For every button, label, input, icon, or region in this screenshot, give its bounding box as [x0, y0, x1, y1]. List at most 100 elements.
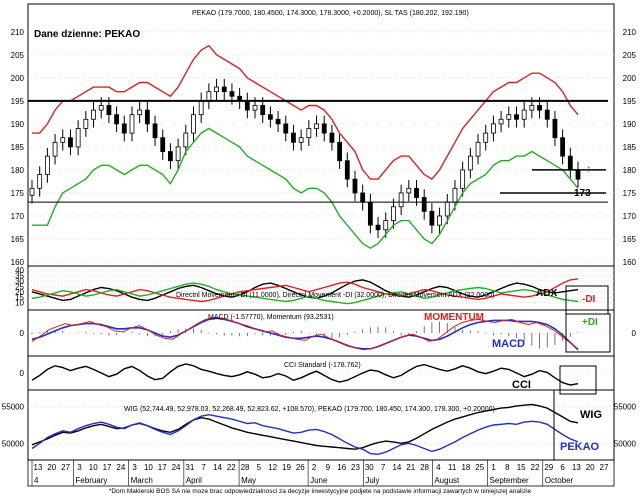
x-tick-date: 31	[185, 463, 194, 472]
y-tick-label-right: 210	[623, 28, 637, 37]
x-tick-date: 21	[406, 463, 415, 472]
macd-momentum-bars	[31, 321, 579, 349]
candle-body	[398, 192, 404, 208]
x-tick-date: 11	[448, 463, 457, 472]
candle-body	[483, 132, 489, 143]
candle-body	[529, 105, 535, 111]
macd-highlight-box	[565, 313, 611, 353]
pekao-annotation: PEKAO	[560, 441, 600, 453]
candle-body	[421, 197, 427, 212]
x-tick-date: 27	[61, 463, 70, 472]
x-tick-date: 18	[461, 463, 470, 472]
candle-body	[275, 118, 281, 125]
x-month-label: June	[310, 476, 328, 485]
y-tick-label-left: 185	[11, 143, 25, 152]
y-tick-label-right: 180	[623, 166, 637, 175]
plus-di-annotation: +DI	[582, 317, 598, 328]
x-tick-date: 3	[77, 463, 82, 472]
candle-body	[467, 155, 473, 171]
wig-annotation: WIG	[580, 409, 602, 421]
candle-body	[414, 187, 419, 198]
candle-body	[221, 86, 227, 93]
y-tick-label-right: 165	[623, 235, 637, 244]
cci-ticks: 0	[20, 369, 614, 378]
candle-body	[391, 206, 396, 221]
y-tick-label-left: 25	[15, 282, 24, 291]
candle-body	[444, 201, 450, 217]
y-tick-label-left: 210	[11, 28, 25, 37]
x-tick-date: 8	[505, 463, 510, 472]
x-tick-date: 14	[213, 463, 222, 472]
series-line-cci	[31, 363, 579, 386]
candle-body	[144, 109, 150, 125]
y-tick-label-left: 55000	[2, 403, 25, 412]
candle-body	[506, 114, 512, 120]
x-month-label: August	[434, 476, 460, 485]
candle-body	[68, 137, 73, 148]
candle-body	[29, 187, 35, 196]
x-tick-date: 24	[116, 463, 125, 472]
candle-body	[298, 137, 304, 143]
y-tick-label-left: 205	[11, 51, 25, 60]
cci-highlight-box	[559, 365, 597, 395]
x-month-label: September	[490, 476, 529, 485]
cci-panel: 0 CCI Standard (-178.762) CCI	[20, 355, 615, 395]
cci-header: CCI Standard (-178.762)	[284, 362, 361, 369]
x-tick-date: 26	[296, 463, 305, 472]
macd-annotation: MACD	[492, 338, 525, 350]
y-tick-label-left: 175	[11, 189, 25, 198]
x-tick-date: 14	[392, 463, 401, 472]
x-tick-date: 17	[158, 463, 167, 472]
candle-body	[98, 105, 104, 111]
footer-disclaimer: *Dom Maklerski BOS SA nie moze brac odpo…	[109, 488, 532, 495]
candle-body	[114, 114, 119, 125]
macd-header: MACD (-1.57770), Momentum (93.2531)	[208, 314, 334, 321]
candle-body	[121, 123, 127, 134]
dmi-lines	[31, 278, 579, 305]
candle-body	[337, 141, 343, 162]
candle-body	[491, 123, 496, 134]
candle-body	[244, 100, 250, 111]
x-tick-date: 5	[257, 463, 262, 472]
x-tick-date: 4	[436, 463, 441, 472]
y-tick-label-right: 190	[623, 120, 637, 129]
candle-body	[429, 210, 435, 226]
candle-body	[175, 146, 181, 162]
candle-body	[352, 178, 358, 194]
y-tick-label-right: 50000	[614, 439, 637, 448]
x-axis: 13 20 27 3 10 17 24 3 10 17 24 31 7 14 22 28 5 12 19 26 2 9 16…	[27, 459, 615, 487]
x-tick-date: 30	[365, 463, 374, 472]
candle-body	[206, 91, 212, 102]
x-tick-date: 22	[531, 463, 540, 472]
candle-body	[375, 224, 381, 231]
candle-body	[191, 114, 196, 134]
x-tick-date: 27	[600, 463, 609, 472]
candle-body	[160, 137, 166, 152]
candle-body	[452, 187, 458, 203]
x-tick-date: 25	[475, 463, 484, 472]
adx-annotation: ADX	[536, 288, 557, 299]
y-tick-label-left: 20	[15, 288, 24, 297]
x-month-label: October	[545, 476, 574, 485]
y-tick-label-left: 180	[11, 166, 25, 175]
x-tick-date: 23	[351, 463, 360, 472]
candle-body	[560, 137, 566, 157]
y-tick-label-right: 170	[623, 212, 637, 221]
y-tick-label-left: 30	[15, 277, 24, 286]
candle-body	[214, 86, 219, 93]
wig-ticks: 50000 50000 55000 55000	[2, 403, 637, 449]
y-tick-label-left: 170	[11, 212, 25, 221]
y-tick-label-right: 200	[623, 74, 637, 83]
candle-body	[321, 123, 327, 134]
candle-body	[260, 105, 266, 116]
x-tick-date: 7	[381, 463, 386, 472]
candle-body	[37, 174, 43, 189]
candle-body	[91, 109, 96, 120]
wig-lines	[31, 403, 579, 456]
price-panel-frame	[27, 3, 615, 267]
y-tick-label-left: 40	[15, 266, 24, 275]
series-line-sl-upper	[32, 44, 579, 181]
candle-body	[267, 114, 273, 120]
candle-body	[437, 215, 442, 226]
